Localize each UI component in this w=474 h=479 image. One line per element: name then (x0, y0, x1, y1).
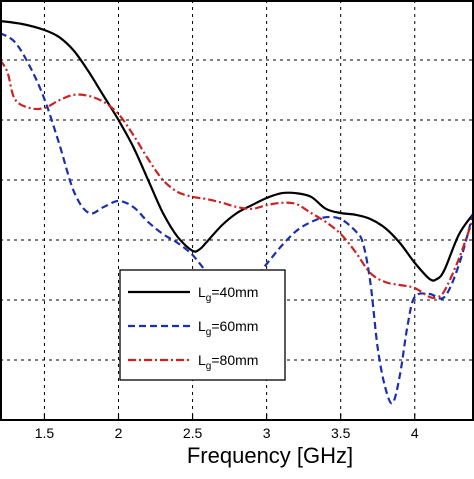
x-tick-label: 3.5 (331, 425, 351, 441)
x-tick-label: 3 (263, 425, 271, 441)
x-tick-label: 2.5 (183, 425, 203, 441)
x-tick-label: 2 (115, 425, 123, 441)
series-line-2 (0, 32, 474, 405)
legend-box (119, 269, 286, 381)
grid-layer (0, 0, 474, 420)
series-line-3 (0, 59, 474, 300)
legend-label-1: Lg=40mm (198, 284, 258, 304)
plot-frame (0, 0, 474, 421)
legend-label-3: Lg=80mm (198, 352, 258, 372)
series-layer (0, 19, 474, 405)
x-tick-label: 1.5 (35, 425, 55, 441)
x-tick-label: 4 (411, 425, 419, 441)
legend: Lg=40mm Lg=60mm Lg=80mm (119, 269, 286, 381)
x-tick-layer: 1.5 2 2.5 3 3.5 4 (35, 414, 419, 441)
x-axis-label: Frequency [GHz] (187, 443, 353, 468)
legend-label-2: Lg=60mm (198, 318, 258, 338)
